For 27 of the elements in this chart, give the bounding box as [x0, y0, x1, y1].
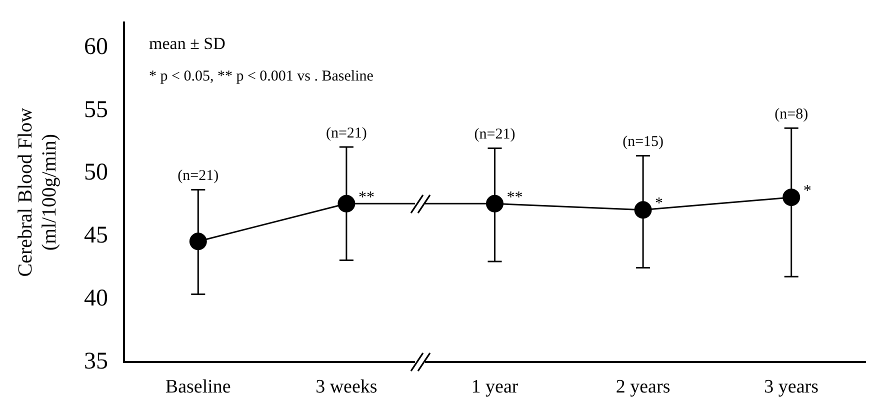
point	[486, 194, 504, 212]
y-tick-label: 45	[84, 222, 108, 249]
annotation: (n=15)	[622, 134, 664, 150]
x-tick-label: 1 year	[471, 376, 519, 398]
annotation: (n=8)	[774, 106, 808, 123]
annotation: (n=21)	[326, 125, 367, 142]
y-tick-label: 50	[84, 160, 108, 186]
x-tick-label: 3 weeks	[316, 376, 378, 398]
y-tick-label: 35	[84, 348, 108, 374]
y-tick-label: 40	[84, 286, 108, 312]
annotation: (n=21)	[178, 168, 219, 184]
annotation: *	[655, 195, 664, 212]
point	[189, 232, 207, 250]
annotation: (n=21)	[474, 126, 516, 143]
annotation: *	[803, 182, 812, 200]
x-tick-label: Baseline	[165, 376, 231, 398]
y-tick-label: 60	[84, 34, 108, 60]
point	[782, 188, 800, 206]
point	[338, 194, 356, 212]
y-axis-title: Cerebral Blood Flow (ml/100g/min)	[14, 107, 60, 277]
annotation: mean ± SD	[149, 34, 226, 53]
x-tick-label: 3 years	[764, 376, 819, 398]
x-tick-label: 2 years	[616, 376, 670, 398]
y-tick-label: 55	[84, 96, 108, 123]
annotation: * p < 0.05, ** p < 0.001 vs . Baseline	[149, 68, 374, 84]
annotation: **	[358, 188, 374, 206]
annotation: **	[506, 188, 523, 206]
